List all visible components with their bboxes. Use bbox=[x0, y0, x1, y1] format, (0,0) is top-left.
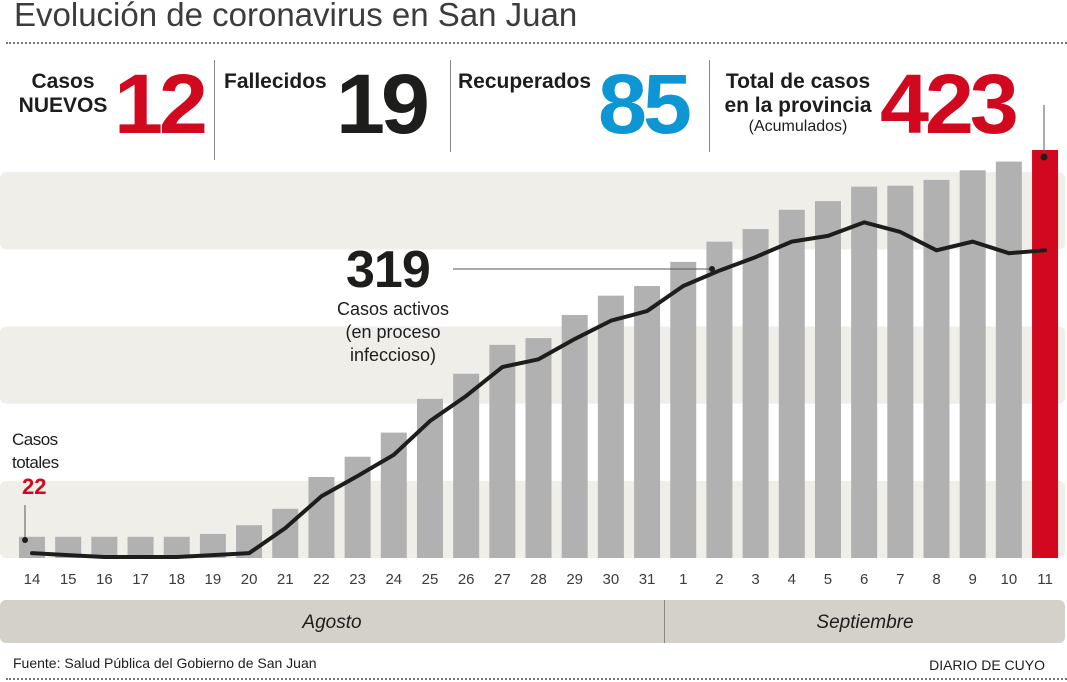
x-tick-17: 17 bbox=[132, 571, 149, 588]
stat-deaths-value: 19 bbox=[336, 57, 430, 151]
x-tick-15: 15 bbox=[59, 571, 77, 588]
source-note: Fuente: Salud Pública del Gobierno de Sa… bbox=[13, 655, 317, 671]
bar-31 bbox=[634, 286, 661, 558]
separator bbox=[709, 60, 710, 152]
page-title: Evolución de coronavirus en San Juan bbox=[14, 0, 578, 33]
x-tick-25: 25 bbox=[421, 571, 439, 588]
x-tick-3: 3 bbox=[751, 571, 760, 588]
bar-25 bbox=[416, 398, 443, 558]
bar-5 bbox=[814, 201, 841, 559]
x-tick-27: 27 bbox=[493, 571, 511, 588]
x-tick-26: 26 bbox=[457, 571, 475, 588]
month-august: Agosto bbox=[302, 612, 362, 633]
x-tick-4: 4 bbox=[787, 571, 796, 588]
brand-logo: DIARIO DE CUYO bbox=[929, 657, 1045, 673]
x-tick-18: 18 bbox=[168, 571, 186, 588]
x-tick-21: 21 bbox=[276, 571, 294, 588]
bar-28 bbox=[525, 338, 552, 558]
bar-24 bbox=[380, 432, 407, 558]
stat-total-value: 423 bbox=[880, 57, 1019, 151]
x-tick-31: 31 bbox=[638, 571, 656, 588]
month-divider bbox=[664, 600, 665, 643]
bar-29 bbox=[561, 314, 588, 558]
x-tick-7: 7 bbox=[896, 571, 905, 588]
active-leader-dot bbox=[709, 266, 715, 272]
stat-recovered-label: Recuperados bbox=[458, 70, 592, 93]
total-label-line: totales bbox=[12, 453, 59, 472]
x-tick-30: 30 bbox=[602, 571, 620, 588]
active-cases-label: Casos activos (en proceso infeccioso) bbox=[318, 298, 468, 367]
x-tick-16: 16 bbox=[96, 571, 113, 588]
x-tick-20: 20 bbox=[240, 571, 258, 588]
stat-new-label-2: NUEVOS bbox=[18, 94, 108, 117]
x-tick-11: 11 bbox=[1037, 571, 1053, 588]
bar-27 bbox=[489, 344, 516, 558]
bar-9 bbox=[959, 170, 986, 559]
active-label-line: Casos activos bbox=[336, 299, 450, 319]
x-tick-6: 6 bbox=[859, 571, 869, 588]
month-bar bbox=[0, 600, 1065, 643]
x-tick-24: 24 bbox=[385, 571, 403, 588]
x-tick-14: 14 bbox=[23, 571, 41, 588]
total-cases-value: 22 bbox=[22, 474, 47, 499]
title-divider bbox=[6, 42, 1067, 44]
x-tick-19: 19 bbox=[204, 571, 222, 588]
stat-recovered-value: 85 bbox=[598, 57, 692, 151]
bar-10 bbox=[995, 161, 1022, 558]
bar-15 bbox=[55, 536, 82, 558]
bar-26 bbox=[453, 373, 480, 558]
stat-deaths-label: Fallecidos bbox=[224, 70, 327, 93]
separator bbox=[450, 60, 451, 152]
x-tick-8: 8 bbox=[932, 571, 941, 588]
bar-7 bbox=[887, 185, 914, 559]
footer-divider bbox=[6, 678, 1067, 680]
stat-total-label-3: (Acumulados) bbox=[748, 118, 848, 135]
x-tick-10: 10 bbox=[1000, 571, 1018, 588]
active-value-label: 319 bbox=[346, 241, 431, 299]
separator bbox=[214, 60, 215, 160]
stat-new-label: Casos NUEVOS bbox=[12, 70, 114, 118]
x-tick-1: 1 bbox=[679, 571, 688, 588]
bar-2 bbox=[706, 241, 733, 558]
x-tick-23: 23 bbox=[349, 571, 366, 588]
bar-4 bbox=[778, 209, 805, 558]
bar-18 bbox=[163, 536, 190, 558]
stat-total-label-1: Total de casos bbox=[725, 70, 871, 93]
bar-1 bbox=[670, 261, 697, 558]
bar-6 bbox=[851, 186, 878, 559]
bar-11 bbox=[1032, 150, 1059, 558]
x-tick-5: 5 bbox=[823, 571, 833, 588]
x-tick-9: 9 bbox=[968, 571, 977, 588]
bar-23 bbox=[344, 456, 371, 558]
stat-total-label-2: en la provincia bbox=[724, 94, 872, 117]
x-tick-22: 22 bbox=[313, 571, 330, 588]
bar-30 bbox=[597, 295, 624, 558]
stat-total-label: Total de casos en la provincia (Acumulad… bbox=[718, 70, 878, 136]
total-cases-label: Casos totales bbox=[12, 428, 59, 474]
bar-3 bbox=[742, 229, 769, 558]
active-label-line: (en proceso bbox=[345, 322, 441, 342]
stat-new-label-1: Casos bbox=[31, 70, 95, 93]
bar-8 bbox=[923, 179, 950, 559]
total-provincia-leader-dot bbox=[1040, 153, 1048, 161]
active-label-line: infeccioso) bbox=[349, 345, 437, 365]
stat-new-value: 12 bbox=[114, 57, 208, 151]
bar-16 bbox=[91, 536, 118, 558]
x-tick-29: 29 bbox=[566, 571, 584, 588]
bar-17 bbox=[127, 536, 154, 558]
month-september: Septiembre bbox=[816, 612, 914, 633]
total-label-line: Casos bbox=[12, 430, 58, 449]
x-tick-28: 28 bbox=[530, 571, 547, 588]
total-leader-dot bbox=[22, 537, 28, 543]
x-tick-2: 2 bbox=[715, 571, 724, 588]
